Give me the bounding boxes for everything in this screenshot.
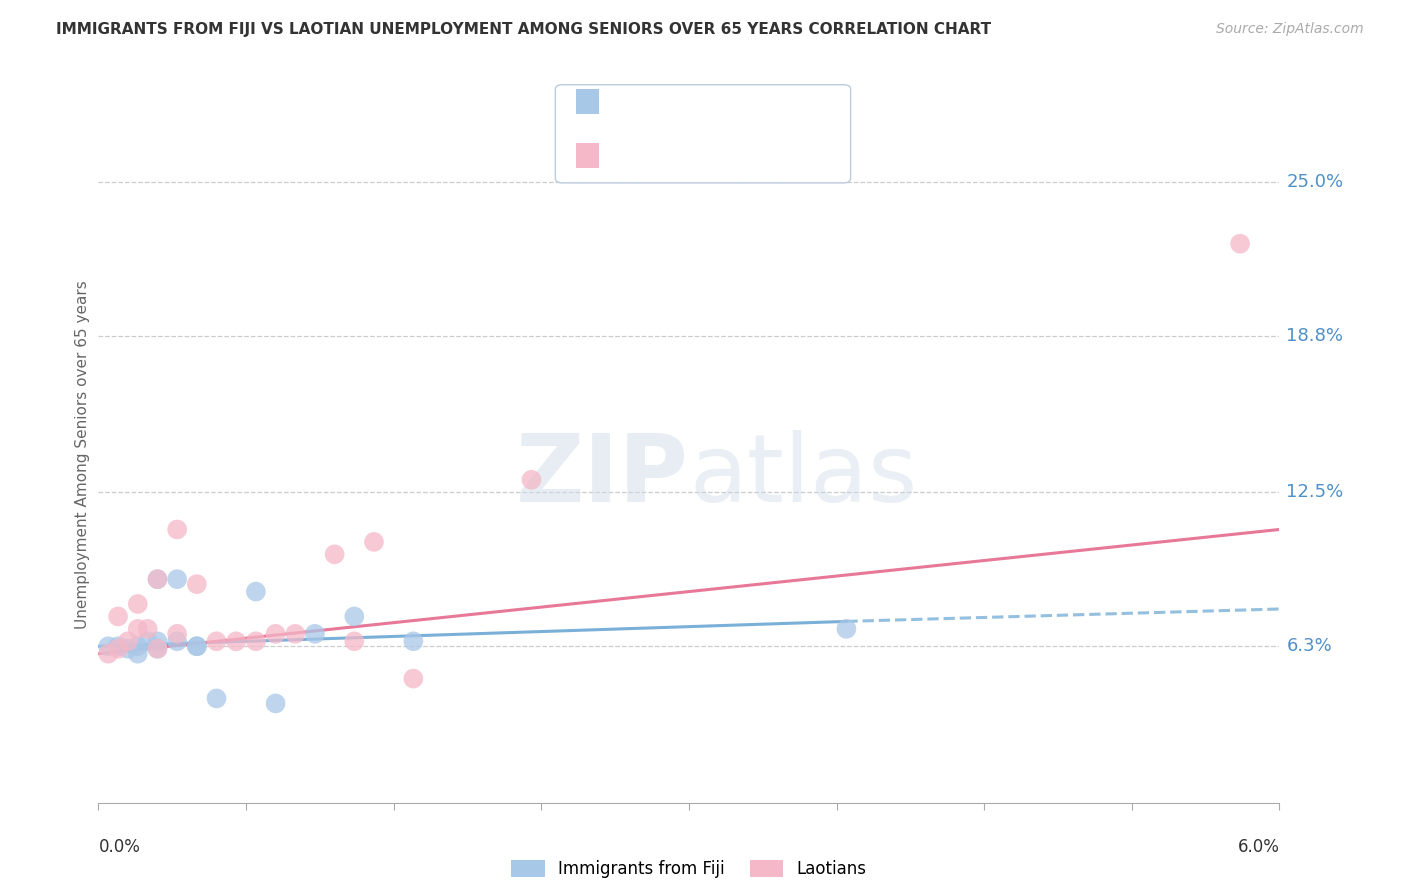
Text: R = 0.319   N = 20: R = 0.319 N = 20 bbox=[609, 93, 766, 111]
Point bbox=[205, 634, 228, 648]
Point bbox=[245, 634, 267, 648]
Point bbox=[146, 641, 169, 656]
Text: R = 0.221   N = 23: R = 0.221 N = 23 bbox=[609, 146, 766, 164]
Point bbox=[284, 627, 307, 641]
Text: IMMIGRANTS FROM FIJI VS LAOTIAN UNEMPLOYMENT AMONG SENIORS OVER 65 YEARS CORRELA: IMMIGRANTS FROM FIJI VS LAOTIAN UNEMPLOY… bbox=[56, 22, 991, 37]
Point bbox=[363, 535, 385, 549]
Point bbox=[343, 634, 366, 648]
Point bbox=[186, 639, 208, 653]
Point bbox=[166, 627, 188, 641]
Point bbox=[225, 634, 247, 648]
Point bbox=[107, 609, 129, 624]
Point bbox=[402, 672, 425, 686]
Point bbox=[402, 634, 425, 648]
Point bbox=[97, 647, 120, 661]
Point bbox=[117, 634, 139, 648]
Point bbox=[146, 641, 169, 656]
Text: Source: ZipAtlas.com: Source: ZipAtlas.com bbox=[1216, 22, 1364, 37]
Point bbox=[343, 609, 366, 624]
Text: 25.0%: 25.0% bbox=[1286, 172, 1344, 191]
Point bbox=[107, 641, 129, 656]
Point bbox=[205, 691, 228, 706]
Point bbox=[264, 627, 287, 641]
Point bbox=[136, 634, 159, 648]
Point bbox=[97, 639, 120, 653]
Point bbox=[146, 634, 169, 648]
Point bbox=[1229, 236, 1251, 251]
Point bbox=[835, 622, 858, 636]
Point bbox=[127, 622, 149, 636]
Point bbox=[127, 647, 149, 661]
Point bbox=[520, 473, 543, 487]
Point bbox=[166, 523, 188, 537]
Text: ZIP: ZIP bbox=[516, 430, 689, 522]
Text: 0.0%: 0.0% bbox=[98, 838, 141, 856]
Y-axis label: Unemployment Among Seniors over 65 years: Unemployment Among Seniors over 65 years bbox=[75, 281, 90, 629]
Point bbox=[127, 639, 149, 653]
Point bbox=[166, 572, 188, 586]
Point bbox=[127, 597, 149, 611]
Point bbox=[264, 697, 287, 711]
Text: atlas: atlas bbox=[689, 430, 917, 522]
Text: 6.3%: 6.3% bbox=[1286, 637, 1333, 656]
Point bbox=[146, 572, 169, 586]
Point bbox=[186, 577, 208, 591]
Point bbox=[186, 639, 208, 653]
Point bbox=[304, 627, 326, 641]
Point bbox=[117, 641, 139, 656]
Text: 6.0%: 6.0% bbox=[1237, 838, 1279, 856]
Point bbox=[146, 572, 169, 586]
Legend: Immigrants from Fiji, Laotians: Immigrants from Fiji, Laotians bbox=[505, 854, 873, 885]
Point bbox=[166, 634, 188, 648]
Text: 12.5%: 12.5% bbox=[1286, 483, 1344, 501]
Point bbox=[107, 639, 129, 653]
Text: 18.8%: 18.8% bbox=[1286, 326, 1344, 344]
Point bbox=[136, 622, 159, 636]
Point bbox=[323, 547, 346, 561]
Point bbox=[245, 584, 267, 599]
